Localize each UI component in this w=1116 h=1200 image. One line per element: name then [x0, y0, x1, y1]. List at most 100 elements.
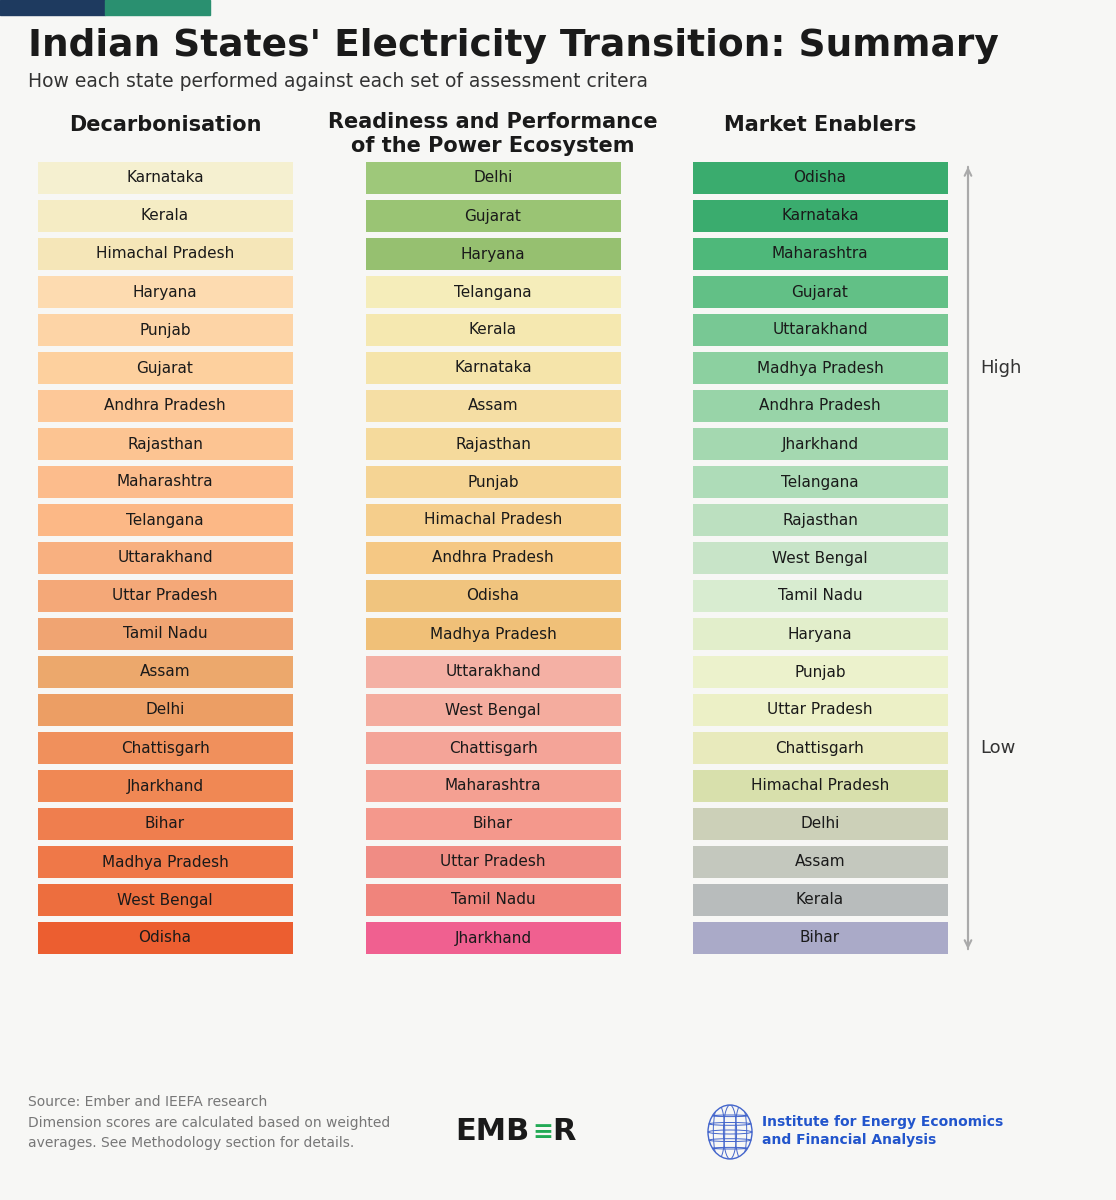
Text: Gujarat: Gujarat: [464, 209, 521, 223]
Text: Assam: Assam: [795, 854, 845, 870]
Bar: [38, 200, 294, 232]
Text: Kerala: Kerala: [469, 323, 517, 337]
Bar: [366, 542, 620, 574]
Text: Maharashtra: Maharashtra: [117, 474, 213, 490]
Text: Odisha: Odisha: [466, 588, 520, 604]
Text: Kerala: Kerala: [141, 209, 189, 223]
Text: Haryana: Haryana: [788, 626, 853, 642]
Text: Uttar Pradesh: Uttar Pradesh: [768, 702, 873, 718]
Text: Tamil Nadu: Tamil Nadu: [451, 893, 536, 907]
Bar: [38, 694, 294, 726]
Text: Uttarakhand: Uttarakhand: [772, 323, 868, 337]
Bar: [693, 770, 947, 802]
Text: Punjab: Punjab: [795, 665, 846, 679]
Text: Haryana: Haryana: [461, 246, 526, 262]
Text: Uttarakhand: Uttarakhand: [117, 551, 213, 565]
Bar: [38, 428, 294, 460]
Text: Low: Low: [980, 739, 1016, 757]
Text: Madhya Pradesh: Madhya Pradesh: [430, 626, 557, 642]
Bar: [38, 656, 294, 688]
Bar: [38, 466, 294, 498]
Bar: [38, 238, 294, 270]
Text: Bihar: Bihar: [473, 816, 513, 832]
Text: Karnataka: Karnataka: [454, 360, 532, 376]
Bar: [693, 542, 947, 574]
Bar: [366, 846, 620, 878]
Text: Rajasthan: Rajasthan: [455, 437, 531, 451]
Text: Jharkhand: Jharkhand: [126, 779, 203, 793]
Bar: [366, 580, 620, 612]
Text: Delhi: Delhi: [800, 816, 839, 832]
Text: Andhra Pradesh: Andhra Pradesh: [432, 551, 554, 565]
Text: Andhra Pradesh: Andhra Pradesh: [759, 398, 881, 414]
Text: Rajasthan: Rajasthan: [782, 512, 858, 528]
Bar: [366, 504, 620, 536]
Text: West Bengal: West Bengal: [445, 702, 541, 718]
Text: Punjab: Punjab: [140, 323, 191, 337]
Bar: [693, 200, 947, 232]
Text: High: High: [980, 359, 1021, 377]
Text: EMB: EMB: [455, 1117, 530, 1146]
Bar: [366, 770, 620, 802]
Text: Maharashtra: Maharashtra: [771, 246, 868, 262]
Text: Institute for Energy Economics: Institute for Energy Economics: [762, 1115, 1003, 1129]
Text: and Financial Analysis: and Financial Analysis: [762, 1133, 936, 1147]
Text: Himachal Pradesh: Himachal Pradesh: [424, 512, 562, 528]
Bar: [366, 200, 620, 232]
Bar: [38, 770, 294, 802]
Text: Haryana: Haryana: [133, 284, 198, 300]
Bar: [38, 276, 294, 308]
Text: R: R: [552, 1117, 576, 1146]
Text: Telangana: Telangana: [454, 284, 532, 300]
Bar: [693, 276, 947, 308]
Text: Chattisgarh: Chattisgarh: [121, 740, 210, 756]
Text: Uttar Pradesh: Uttar Pradesh: [440, 854, 546, 870]
Text: Andhra Pradesh: Andhra Pradesh: [104, 398, 225, 414]
Bar: [693, 846, 947, 878]
Text: Punjab: Punjab: [468, 474, 519, 490]
Bar: [366, 922, 620, 954]
Text: Kerala: Kerala: [796, 893, 844, 907]
Text: Rajasthan: Rajasthan: [127, 437, 203, 451]
Text: Himachal Pradesh: Himachal Pradesh: [96, 246, 234, 262]
Bar: [38, 162, 294, 194]
Bar: [366, 618, 620, 650]
Text: West Bengal: West Bengal: [772, 551, 868, 565]
Text: Readiness and Performance
of the Power Ecosystem: Readiness and Performance of the Power E…: [328, 112, 657, 156]
Bar: [693, 808, 947, 840]
Bar: [693, 352, 947, 384]
Bar: [366, 390, 620, 422]
Bar: [366, 276, 620, 308]
Text: Odisha: Odisha: [138, 930, 192, 946]
Text: Source: Ember and IEEFA research
Dimension scores are calculated based on weight: Source: Ember and IEEFA research Dimensi…: [28, 1094, 391, 1150]
Bar: [366, 428, 620, 460]
Bar: [693, 428, 947, 460]
Text: Maharashtra: Maharashtra: [444, 779, 541, 793]
Text: Tamil Nadu: Tamil Nadu: [778, 588, 863, 604]
Text: Assam: Assam: [468, 398, 518, 414]
Bar: [366, 884, 620, 916]
Bar: [693, 238, 947, 270]
Text: Uttarakhand: Uttarakhand: [445, 665, 541, 679]
Text: Jharkhand: Jharkhand: [454, 930, 531, 946]
Text: Decarbonisation: Decarbonisation: [69, 115, 261, 134]
Bar: [693, 732, 947, 764]
Bar: [0, 0, 105, 14]
Bar: [366, 162, 620, 194]
Bar: [366, 466, 620, 498]
Bar: [38, 884, 294, 916]
Text: Madhya Pradesh: Madhya Pradesh: [757, 360, 884, 376]
Text: Uttar Pradesh: Uttar Pradesh: [113, 588, 218, 604]
Text: Gujarat: Gujarat: [136, 360, 193, 376]
Bar: [693, 390, 947, 422]
Bar: [38, 542, 294, 574]
Bar: [366, 238, 620, 270]
Bar: [38, 922, 294, 954]
Bar: [693, 618, 947, 650]
Bar: [366, 732, 620, 764]
Bar: [38, 618, 294, 650]
Text: Himachal Pradesh: Himachal Pradesh: [751, 779, 889, 793]
Text: Gujarat: Gujarat: [791, 284, 848, 300]
Bar: [366, 314, 620, 346]
Bar: [366, 694, 620, 726]
